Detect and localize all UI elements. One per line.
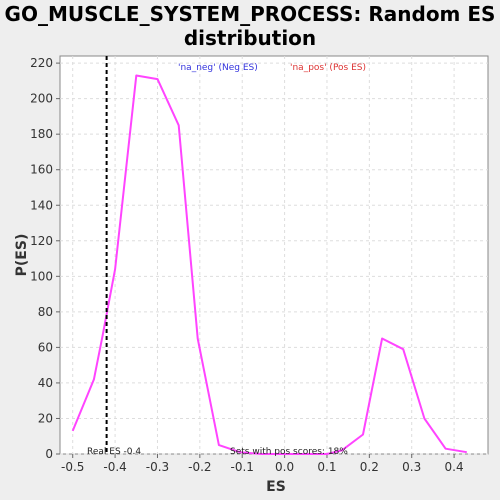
x-tick-label: 0.1 [317, 460, 336, 474]
axis-layer: -0.5 -0.4 -0.3 -0.2 -0.1 0.0 0.1 0.2 0.3 0.4 0 20 40… [30, 56, 464, 474]
x-tick-label: 0.3 [402, 460, 421, 474]
y-axis-title: P(ES) [14, 234, 30, 277]
chart-title: GO_MUSCLE_SYSTEM_PROCESS: Random ES dist… [0, 2, 500, 50]
y-tick-label: 180 [30, 127, 53, 141]
legend-neg-label: 'na_neg' (Neg ES) [178, 63, 258, 73]
x-tick-label: -0.1 [231, 460, 254, 474]
real-es-label: Real ES -0.4 [87, 447, 141, 457]
chart-title-line2: distribution [183, 26, 317, 50]
legend-pos-label: 'na_pos' (Pos ES) [290, 63, 366, 73]
x-tick-label: -0.2 [188, 460, 211, 474]
y-tick-label: 40 [38, 376, 53, 390]
y-tick-label: 0 [45, 447, 53, 461]
x-tick-label: 0.2 [360, 460, 379, 474]
x-axis-title: ES [266, 479, 286, 495]
x-tick-label: -0.5 [61, 460, 84, 474]
x-tick-label: 0.0 [275, 460, 294, 474]
series-layer [71, 74, 467, 455]
pos-scores-label: Sets with pos scores: 18% [230, 447, 348, 457]
y-tick-label: 60 [38, 340, 53, 354]
y-tick-label: 80 [38, 305, 53, 319]
y-tick-label: 160 [30, 163, 53, 177]
x-tick-label: 0.4 [445, 460, 464, 474]
y-tick-label: 120 [30, 234, 53, 248]
x-tick-label: -0.3 [146, 460, 169, 474]
y-tick-label: 220 [30, 56, 53, 70]
y-tick-label: 20 [38, 411, 53, 425]
grid-layer [60, 56, 488, 455]
series-line [71, 74, 467, 455]
y-tick-label: 200 [30, 92, 53, 106]
y-tick-label: 140 [30, 198, 53, 212]
y-tick-label: 100 [30, 269, 53, 283]
chart-title-line1: GO_MUSCLE_SYSTEM_PROCESS: Random ES [4, 2, 496, 26]
x-tick-label: -0.4 [103, 460, 126, 474]
plot-area [59, 55, 489, 455]
